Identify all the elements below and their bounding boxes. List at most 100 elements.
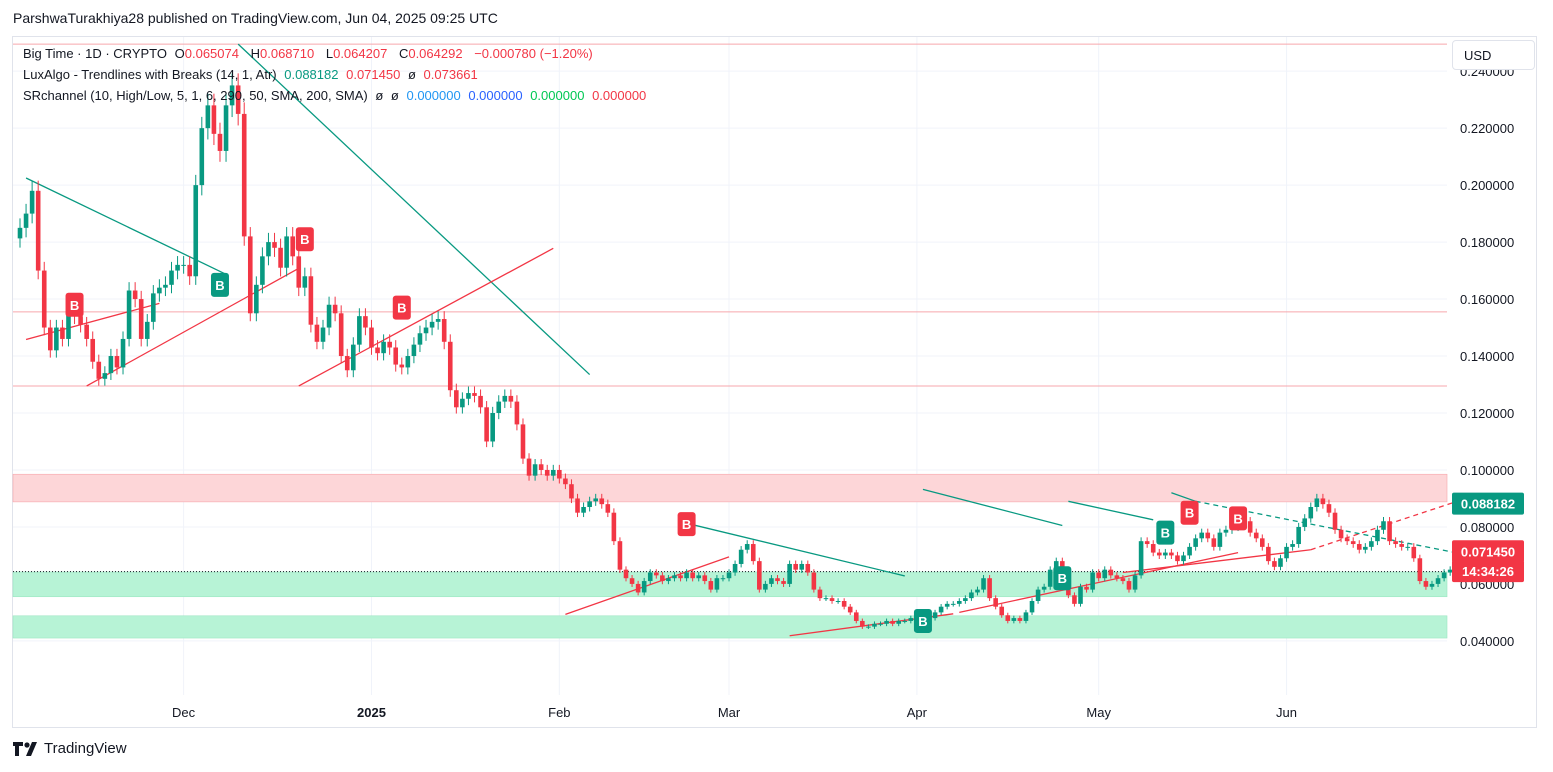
candle-down: [278, 247, 283, 268]
uptrend-line: [1122, 549, 1311, 574]
price-axis: 0.2400000.2200000.2000000.1800000.160000…: [1460, 64, 1514, 649]
bearish-break-signal: [1229, 506, 1248, 531]
sr-zones: [12, 473, 1448, 639]
candle-down: [538, 464, 544, 470]
candle-down: [690, 572, 695, 579]
candle-up: [1308, 507, 1314, 519]
srchannel-value-1: 0.000000: [406, 88, 461, 103]
candle-down: [387, 341, 392, 348]
signal-label: B: [215, 278, 224, 293]
price-label: 14:34:26: [1462, 564, 1514, 579]
candle-down: [1108, 569, 1114, 576]
srchannel-value-3: 0.000000: [530, 88, 585, 103]
candle-up: [169, 270, 174, 285]
candle-down: [508, 395, 514, 402]
candle-down: [78, 316, 83, 325]
candle-down: [678, 575, 683, 579]
price-labels: 0.088182 0.071450 14:34:26: [1452, 492, 1524, 583]
signal-label: B: [1161, 526, 1170, 541]
candle-down: [1084, 586, 1089, 590]
candle-down: [757, 561, 762, 590]
chart-frame[interactable]: [12, 36, 1537, 728]
candle-down: [1247, 521, 1253, 533]
tradingview-logo[interactable]: TradingView: [13, 740, 127, 757]
currency-button[interactable]: USD: [1452, 40, 1535, 70]
candle-down: [272, 242, 277, 248]
downtrend-line: [1171, 492, 1196, 502]
candle-down: [1072, 595, 1077, 604]
candle-down: [399, 364, 405, 368]
candle-up: [126, 290, 132, 339]
candle-down: [211, 105, 217, 134]
candle-up: [1435, 578, 1441, 584]
candle-down: [1332, 512, 1338, 530]
candle-up: [417, 333, 423, 345]
candle-down: [781, 581, 786, 584]
y-tick-label: 0.220000: [1460, 121, 1514, 136]
candle-up: [108, 356, 114, 374]
candle-up: [151, 293, 156, 322]
candle-down: [660, 575, 665, 582]
candle-down: [811, 572, 817, 590]
candle-up: [769, 578, 774, 584]
candle-up: [175, 264, 180, 271]
y-tick-label: 0.180000: [1460, 235, 1514, 250]
candle-up: [1223, 529, 1229, 533]
indicator-srchannel-title[interactable]: SRchannel (10, High/Low, 5, 1, 6, 290, 5…: [23, 88, 368, 103]
price-label-box: [1452, 492, 1524, 515]
candle-down: [654, 572, 659, 576]
signal-label: B: [300, 232, 309, 247]
candle-up: [193, 185, 199, 277]
candle-up: [1296, 526, 1301, 545]
srchannel-value-2: 0.000000: [468, 88, 523, 103]
candle-up: [1199, 532, 1204, 539]
candle-down: [623, 569, 629, 579]
candle-up: [726, 572, 732, 579]
candle-up: [326, 304, 332, 328]
candle-up: [357, 316, 362, 345]
candle-up: [1132, 575, 1138, 590]
candle-down: [1423, 581, 1429, 587]
candle-up: [1181, 555, 1186, 562]
candle-down: [1320, 498, 1326, 505]
candle-down: [114, 356, 120, 368]
candle-up: [102, 373, 108, 379]
low-label: L: [325, 46, 334, 61]
candle-up: [502, 395, 508, 402]
candle-up: [229, 85, 235, 106]
candle-down: [1114, 575, 1120, 579]
indicator-luxalgo-title[interactable]: LuxAlgo - Trendlines with Breaks (14, 1,…: [23, 67, 277, 82]
symbol-title[interactable]: Big Time · 1D · CRYPTO: [23, 46, 167, 61]
luxalgo-value-1: 0.088182: [284, 67, 339, 82]
time-axis: Dec 2025 Feb Mar Apr May Jun: [172, 705, 1297, 720]
candle-up: [1090, 572, 1095, 590]
candle-down: [1169, 552, 1174, 556]
candle-down: [841, 601, 847, 607]
candle-up: [205, 105, 211, 129]
candle-up: [405, 356, 411, 368]
candle-down: [1344, 538, 1350, 542]
candle-down: [393, 347, 399, 365]
candle-up: [878, 623, 883, 625]
candle-down: [1175, 555, 1180, 562]
candle-up: [435, 319, 441, 322]
candle-down: [1150, 544, 1156, 553]
x-tick-label: May: [1086, 705, 1111, 720]
x-tick-label: Dec: [172, 705, 196, 720]
candle-down: [575, 498, 580, 513]
candle-up: [714, 578, 720, 590]
downtrend-line: [1068, 500, 1154, 521]
candle-up: [975, 589, 980, 593]
luxalgo-value-2: 0.071450: [346, 67, 401, 82]
candle-up: [490, 413, 495, 442]
candle-down: [514, 401, 520, 425]
candle-up: [429, 321, 435, 328]
candle-up: [144, 321, 150, 339]
candle-up: [944, 603, 950, 607]
candle-up: [593, 498, 598, 502]
high-label: H: [250, 46, 260, 61]
candle-down: [617, 541, 623, 570]
candle-up: [981, 578, 986, 590]
